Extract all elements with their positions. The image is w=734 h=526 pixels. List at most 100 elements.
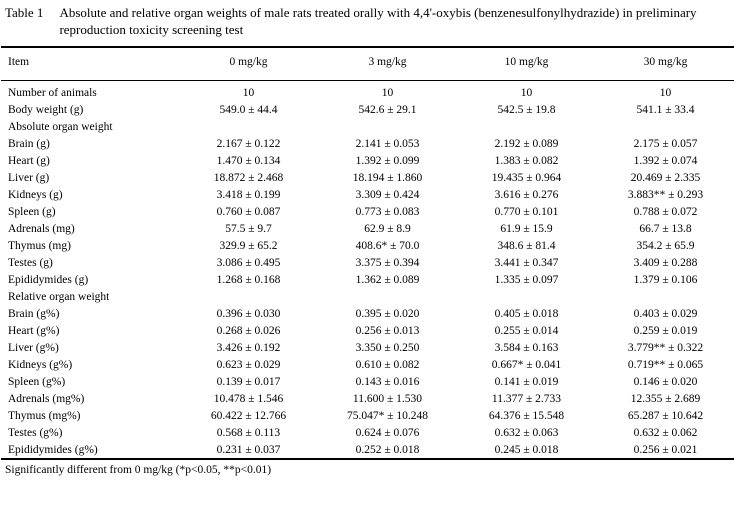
value-cell: 10 [659, 86, 672, 99]
value-cell: 0.146 ± 0.020 [633, 375, 698, 388]
item-cell: Number of animals [8, 86, 97, 99]
value-cell: 3.418 ± 0.199 [216, 188, 281, 201]
value-cell: 0.141 ± 0.019 [494, 375, 559, 388]
value-cell: 0.259 ± 0.019 [633, 324, 698, 337]
value-cell: 61.9 ± 15.9 [500, 222, 553, 235]
value-cell: 0.405 ± 0.018 [494, 307, 559, 320]
value-cell: 19.435 ± 0.964 [491, 171, 562, 184]
value-cell: 64.376 ± 15.548 [488, 409, 565, 422]
value-cell: 0.256 ± 0.013 [355, 324, 420, 337]
value-cell: 0.770 ± 0.101 [494, 205, 559, 218]
table-row: Heart (g) 1.470 ± 0.134 1.392 ± 0.099 1.383… [1, 152, 734, 169]
value-cell: 10 [381, 86, 394, 99]
table-row: Kidneys (g%) 0.623 ± 0.029 0.610 ± 0.082 0.… [1, 356, 734, 373]
value-cell: 3.409 ± 0.288 [633, 256, 698, 269]
value-cell: 0.760 ± 0.087 [216, 205, 281, 218]
value-cell: 329.9 ± 65.2 [219, 239, 278, 252]
value-cell: 542.6 ± 29.1 [358, 103, 417, 116]
item-cell: Liver (g%) [8, 341, 59, 354]
table-row: Spleen (g) 0.760 ± 0.087 0.773 ± 0.083 0.77… [1, 203, 734, 220]
value-cell: 1.335 ± 0.097 [494, 273, 559, 286]
value-cell: 3.086 ± 0.495 [216, 256, 281, 269]
value-cell: 0.610 ± 0.082 [355, 358, 420, 371]
table-row: Heart (g%) 0.268 ± 0.026 0.256 ± 0.013 0.25… [1, 322, 734, 339]
value-cell: 0.632 ± 0.063 [494, 426, 559, 439]
value-cell: 0.632 ± 0.062 [633, 426, 698, 439]
table-row: Adrenals (mg) 57.5 ± 9.7 62.9 ± 8.9 61.9 ± … [1, 220, 734, 237]
value-cell: 0.255 ± 0.014 [494, 324, 559, 337]
column-header: 0 mg/kg [179, 46, 318, 81]
value-cell: 1.268 ± 0.168 [216, 273, 281, 286]
value-cell: 10 [520, 86, 533, 99]
value-cell: 12.355 ± 2.689 [630, 392, 701, 405]
item-cell: Spleen (g%) [8, 375, 66, 388]
table-row: Testes (g%) 0.568 ± 0.113 0.624 ± 0.076 0.6… [1, 424, 734, 441]
value-cell: 0.667* ± 0.041 [491, 358, 562, 371]
value-cell: 66.7 ± 13.8 [639, 222, 692, 235]
value-cell: 18.194 ± 1.860 [352, 171, 423, 184]
column-header: 10 mg/kg [457, 46, 596, 81]
value-cell: 0.788 ± 0.072 [633, 205, 698, 218]
value-cell: 1.362 ± 0.089 [355, 273, 420, 286]
value-cell: 11.377 ± 2.733 [491, 392, 562, 405]
item-cell: Kidneys (g) [8, 188, 63, 201]
value-cell: 3.441 ± 0.347 [494, 256, 559, 269]
value-cell: 0.245 ± 0.018 [494, 443, 559, 456]
value-cell: 0.396 ± 0.030 [216, 307, 281, 320]
table-row: Body weight (g) 549.0 ± 44.4 542.6 ± 29.1 5… [1, 101, 734, 118]
value-cell: 18.872 ± 2.468 [213, 171, 284, 184]
item-cell: Brain (g) [8, 137, 50, 150]
value-cell: 0.395 ± 0.020 [355, 307, 420, 320]
table-row: Kidneys (g) 3.418 ± 0.199 3.309 ± 0.424 3.6… [1, 186, 734, 203]
column-header: Item [1, 46, 179, 81]
item-cell: Kidneys (g%) [8, 358, 73, 371]
value-cell: 3.779** ± 0.322 [627, 341, 704, 354]
item-cell: Adrenals (mg) [8, 222, 75, 235]
value-cell: 0.139 ± 0.017 [216, 375, 281, 388]
value-cell: 542.5 ± 19.8 [497, 103, 556, 116]
value-cell: 20.469 ± 2.335 [630, 171, 701, 184]
section-row: Relative organ weight [1, 288, 734, 305]
table-caption: Table 1 Absolute and relative organ weig… [1, 5, 733, 39]
table-row: Epididymides (g%) 0.231 ± 0.037 0.252 ± 0.… [1, 441, 734, 459]
item-cell: Heart (g) [8, 154, 50, 167]
table-row: Testes (g) 3.086 ± 0.495 3.375 ± 0.394 3.44… [1, 254, 734, 271]
value-cell: 3.584 ± 0.163 [494, 341, 559, 354]
value-cell: 1.470 ± 0.134 [216, 154, 281, 167]
value-cell: 0.623 ± 0.029 [216, 358, 281, 371]
value-cell: 10.478 ± 1.546 [213, 392, 284, 405]
value-cell: 354.2 ± 65.9 [636, 239, 695, 252]
value-cell: 408.6* ± 70.0 [355, 239, 420, 252]
table-row: Adrenals (mg%) 10.478 ± 1.546 11.600 ± 1.5… [1, 390, 734, 407]
value-cell: 2.175 ± 0.057 [633, 137, 698, 150]
section-row: Absolute organ weight [1, 118, 734, 135]
value-cell: 75.047* ± 10.248 [346, 409, 429, 422]
value-cell: 1.379 ± 0.106 [633, 273, 698, 286]
table-body: Number of animals 10 10 10 10 Body weight (g)… [1, 80, 734, 459]
value-cell: 1.392 ± 0.099 [355, 154, 420, 167]
value-cell: 2.141 ± 0.053 [355, 137, 420, 150]
value-cell: 1.383 ± 0.082 [494, 154, 559, 167]
value-cell: 0.719** ± 0.065 [627, 358, 704, 371]
table-footnote: Significantly different from 0 mg/kg (*p… [5, 464, 272, 477]
table-title: Absolute and relative organ weights of m… [59, 5, 697, 37]
value-cell: 11.600 ± 1.530 [352, 392, 423, 405]
value-cell: 549.0 ± 44.4 [219, 103, 278, 116]
organ-weights-table: Item 0 mg/kg 3 mg/kg 10 mg/kg 30 mg/kg Numbe… [1, 45, 734, 461]
value-cell: 0.568 ± 0.113 [216, 426, 281, 439]
section-label: Absolute organ weight [8, 120, 113, 133]
value-cell: 62.9 ± 8.9 [364, 222, 411, 235]
item-cell: Epididymides (g%) [8, 443, 98, 456]
value-cell: 0.403 ± 0.029 [633, 307, 698, 320]
table-row: Spleen (g%) 0.139 ± 0.017 0.143 ± 0.016 0.1… [1, 373, 734, 390]
value-cell: 65.287 ± 10.642 [627, 409, 704, 422]
value-cell: 0.624 ± 0.076 [355, 426, 420, 439]
value-cell: 348.6 ± 81.4 [497, 239, 556, 252]
column-header: 30 mg/kg [596, 46, 734, 81]
column-header: 3 mg/kg [318, 46, 457, 81]
section-label: Relative organ weight [8, 290, 110, 303]
table-row: Epididymides (g) 1.268 ± 0.168 1.362 ± 0.0… [1, 271, 734, 288]
value-cell: 0.268 ± 0.026 [216, 324, 281, 337]
value-cell: 0.252 ± 0.018 [355, 443, 420, 456]
value-cell: 3.375 ± 0.394 [355, 256, 420, 269]
